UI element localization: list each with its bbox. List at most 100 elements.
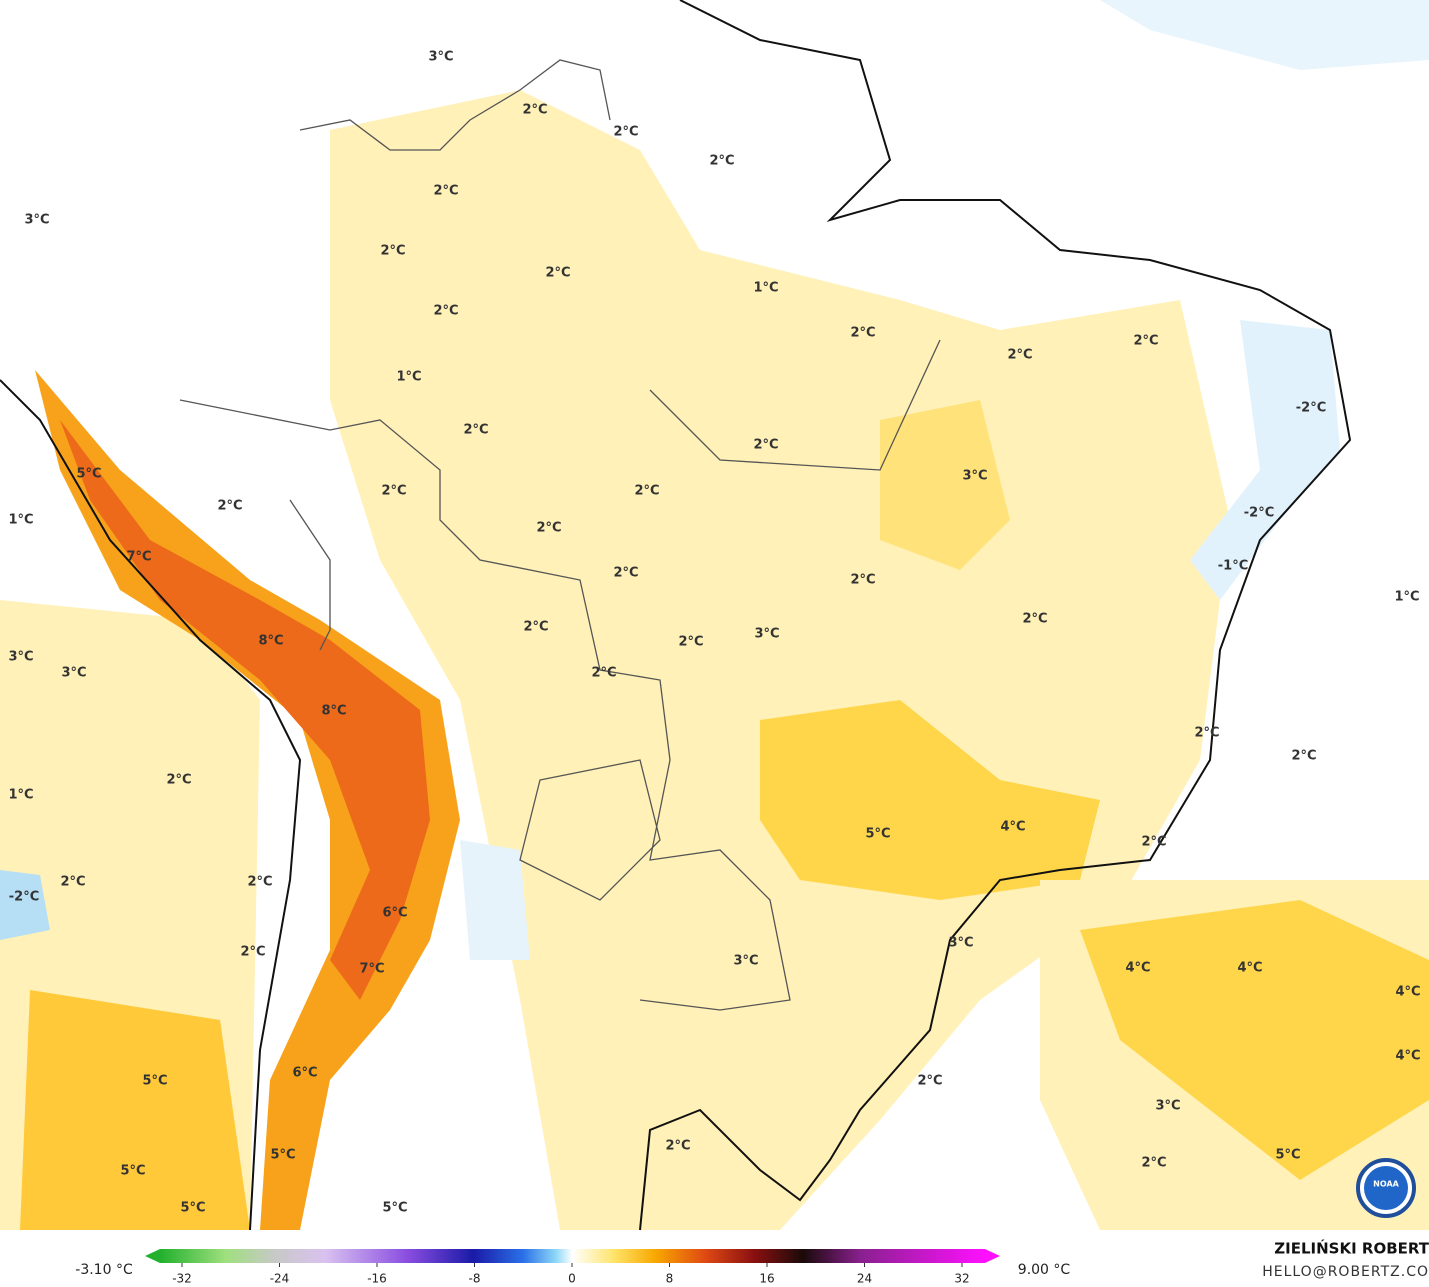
map-label: 3°C [733, 954, 758, 969]
map-label: 2°C [545, 266, 570, 281]
map-label: 2°C [433, 304, 458, 319]
logo-disc [1364, 1166, 1408, 1210]
map-label: 3°C [1155, 1099, 1180, 1114]
map-label: 3°C [8, 650, 33, 665]
map-label: 2°C [381, 484, 406, 499]
map-label: 2°C [240, 945, 265, 960]
anomaly-area [1190, 320, 1340, 600]
anomaly-area [35, 370, 460, 1230]
colorbar-tick-label: -24 [270, 1272, 290, 1286]
map-label: 2°C [1194, 726, 1219, 741]
map-label: 5°C [270, 1148, 295, 1163]
map-label: 2°C [665, 1139, 690, 1154]
map-label: 5°C [142, 1074, 167, 1089]
map-label: 3°C [948, 936, 973, 951]
colorbar-tick-label: 24 [857, 1272, 872, 1286]
map-label: 8°C [321, 704, 346, 719]
anomaly-area [330, 90, 1230, 1230]
map-label: 2°C [753, 438, 778, 453]
map-label: 2°C [1141, 835, 1166, 850]
map-label: -2°C [9, 890, 39, 905]
map-label: 2°C [917, 1074, 942, 1089]
colorbar-tick-label: 0 [568, 1272, 576, 1286]
map-label: 2°C [217, 499, 242, 514]
map-label: 5°C [120, 1164, 145, 1179]
map-label: 7°C [126, 550, 151, 565]
map-label: 2°C [613, 125, 638, 140]
colorbar-min: -3.10 °C [75, 1262, 133, 1278]
map-label: 6°C [292, 1066, 317, 1081]
map-label: 2°C [536, 521, 561, 536]
map-label: 2°C [678, 635, 703, 650]
map-label: -1°C [1218, 559, 1248, 574]
map-label: 2°C [247, 875, 272, 890]
map-label: 2°C [433, 184, 458, 199]
map-label: 3°C [962, 469, 987, 484]
colorbar-tick-label: -8 [469, 1272, 481, 1286]
colorbar-tick-label: 32 [954, 1272, 969, 1286]
map-label: 3°C [428, 50, 453, 65]
map-label: 3°C [61, 666, 86, 681]
colorbar-end [985, 1249, 1000, 1263]
contact: HELLO@ROBERTZ.CO [1262, 1264, 1429, 1280]
map-label: 5°C [180, 1201, 205, 1216]
author: ZIELIŃSKI ROBERT [1274, 1239, 1429, 1258]
map-label: 2°C [709, 154, 734, 169]
map-label: 2°C [60, 875, 85, 890]
map-label: 2°C [591, 666, 616, 681]
noaa-logo: NOAA [1356, 1158, 1416, 1218]
map-label: 4°C [1395, 1049, 1420, 1064]
map-label: 2°C [523, 620, 548, 635]
map-label: 2°C [1291, 749, 1316, 764]
borders [179, 59, 941, 1011]
colorbar-tick-label: 8 [666, 1272, 674, 1286]
colorbar-max: 9.00 °C [1018, 1262, 1071, 1278]
anomaly-area [20, 990, 250, 1230]
colorbar-end [145, 1249, 160, 1263]
map-label: 5°C [1275, 1148, 1300, 1163]
map-label: 5°C [865, 827, 890, 842]
map-label: 1°C [1394, 590, 1419, 605]
anomaly-area [1080, 900, 1429, 1180]
anomaly-area [460, 840, 530, 960]
map-label: 2°C [850, 326, 875, 341]
anomaly-area [0, 870, 50, 940]
anomaly-area [60, 420, 430, 1000]
map-label: 1°C [8, 513, 33, 528]
map-label: 4°C [1125, 961, 1150, 976]
map-label: 2°C [522, 103, 547, 118]
colorbar-tick-label: -16 [367, 1272, 387, 1286]
coastline [0, 0, 1352, 1231]
map-label: 6°C [382, 906, 407, 921]
map-label: 1°C [8, 788, 33, 803]
map-label: 8°C [258, 634, 283, 649]
map-label: 1°C [396, 370, 421, 385]
map-label: 2°C [1141, 1156, 1166, 1171]
colorbar-tick-label: 16 [759, 1272, 774, 1286]
map-label: 4°C [1000, 820, 1025, 835]
map-label: 5°C [76, 467, 101, 482]
map-label: 2°C [463, 423, 488, 438]
map-label: 4°C [1395, 985, 1420, 1000]
map-label: -2°C [1244, 506, 1274, 521]
map-label: 2°C [613, 566, 638, 581]
map-label: 2°C [634, 484, 659, 499]
map [0, 0, 1429, 1231]
anomaly-area [1100, 0, 1429, 70]
map-label: 3°C [754, 627, 779, 642]
colorbar: -3.10 °C 9.00 °C [75, 1249, 1070, 1278]
map-label: 5°C [382, 1201, 407, 1216]
map-label: 1°C [753, 281, 778, 296]
anomaly-area [760, 700, 1100, 900]
map-label: -2°C [1296, 401, 1326, 416]
map-label: 2°C [850, 573, 875, 588]
colorbar-bar [160, 1249, 985, 1263]
map-labels: 3°C 2°C 2°C 2°C 3°C 2°C 2°C 2°C 2°C 1°C 2°C 2°C 2°C 1… [8, 50, 1420, 1216]
map-label: 7°C [359, 962, 384, 977]
map-label: 2°C [380, 244, 405, 259]
map-label: 2°C [1007, 348, 1032, 363]
map-label: 2°C [166, 773, 191, 788]
colorbar-tick-label: -32 [172, 1272, 192, 1286]
map-label: 4°C [1237, 961, 1262, 976]
